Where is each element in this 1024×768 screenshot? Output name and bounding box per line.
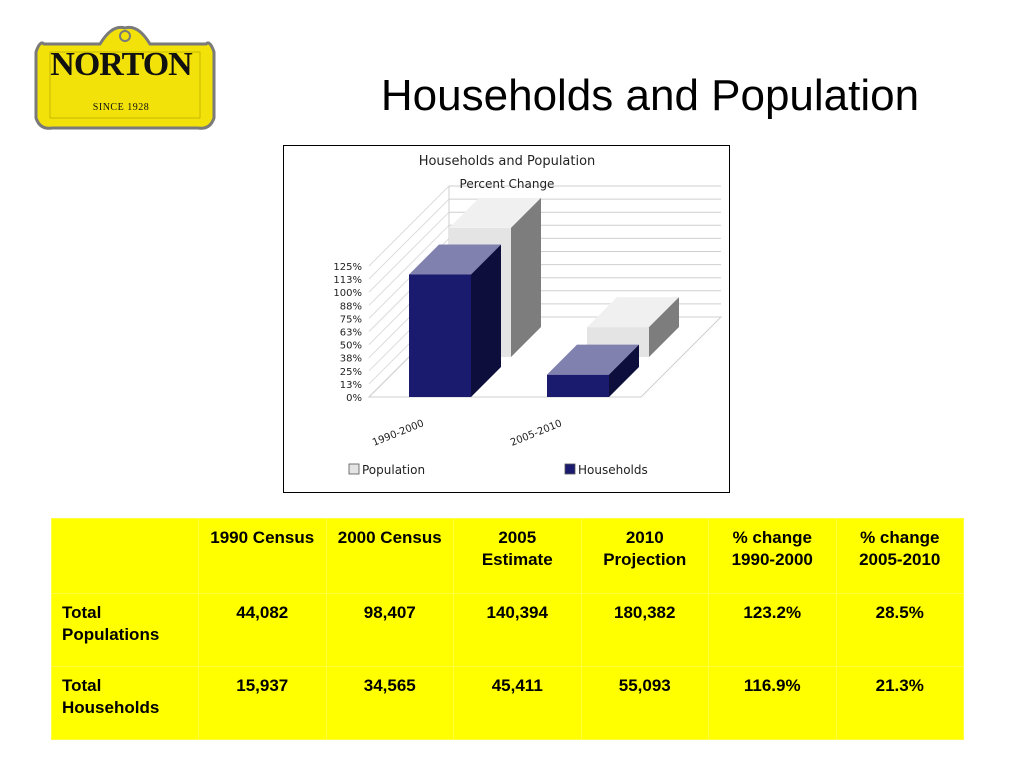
- bar-top: [547, 344, 639, 375]
- y-axis-ticks: 125% 113% 100% 88% 75% 63% 50% 38% 25% 13% 0%: [333, 262, 362, 404]
- chart-legend: Population Households: [348, 463, 648, 477]
- bar-households: [547, 344, 639, 397]
- bar-front: [547, 374, 609, 397]
- y-tick-label: 63%: [340, 328, 362, 339]
- bar-top: [449, 197, 541, 228]
- logo-wordmark: NORTON: [50, 46, 192, 83]
- table-row: Total Populations 44,082 98,407 140,394 180,…: [51, 593, 964, 667]
- bar-top: [587, 297, 679, 328]
- table-column-header: % change 1990-2000: [708, 518, 837, 594]
- table-column-header: 2000 Census: [325, 518, 454, 594]
- y-tick-label: 0%: [346, 393, 362, 404]
- y-tick-label: 125%: [333, 262, 362, 273]
- chart-panel: 125% 113% 100% 88% 75% 63% 50% 38% 25% 13% 0% 1990…: [283, 145, 730, 493]
- table-cell: 140,394: [453, 593, 582, 667]
- y-tick-label: 13%: [340, 380, 362, 391]
- chart-title: Households and Population: [419, 154, 596, 169]
- y-tick-label: 25%: [340, 367, 362, 378]
- table-cell: 98,407: [325, 593, 454, 667]
- table-cell: 116.9%: [708, 666, 837, 740]
- logo-tagline: SINCE 1928: [92, 102, 150, 113]
- table-corner-cell: [51, 518, 199, 594]
- bar-side: [609, 344, 639, 397]
- bar-households: [409, 244, 501, 397]
- legend-swatch: [348, 463, 360, 475]
- table-column-header: % change 2005-2010: [835, 518, 964, 594]
- bar-front: [409, 274, 471, 397]
- table-row: Total Households 15,937 34,565 45,411 55,093…: [51, 666, 964, 740]
- y-tick-label: 50%: [340, 341, 362, 352]
- chart-subtitle: Percent Change: [460, 177, 555, 191]
- y-tick-label: 88%: [340, 301, 362, 312]
- table-cell: 28.5%: [835, 593, 964, 667]
- x-axis-labels: 1990-2000 2005-2010: [371, 418, 564, 449]
- legend-label: Population: [362, 463, 425, 477]
- y-tick-label: 113%: [333, 275, 362, 286]
- gridline-side: [368, 185, 450, 267]
- legend-swatch: [564, 463, 576, 475]
- y-tick-label: 38%: [340, 354, 362, 365]
- table-header-row: 1990 Census 2000 Census 2005 Estimate 2010 …: [51, 518, 964, 594]
- table-cell: 123.2%: [708, 593, 837, 667]
- bar-top: [409, 244, 501, 275]
- table-cell: 34,565: [325, 666, 454, 740]
- bar-side: [649, 297, 679, 357]
- table-column-header: 2010 Projection: [580, 518, 709, 594]
- page-title: Households and Population: [380, 71, 920, 120]
- y-tick-label: 100%: [333, 288, 362, 299]
- chart-bars: [409, 197, 679, 397]
- table-cell: 180,382: [580, 593, 709, 667]
- bar-side: [471, 244, 501, 397]
- table-cell: 21.3%: [835, 666, 964, 740]
- bar-chart: 125% 113% 100% 88% 75% 63% 50% 38% 25% 13% 0% 1990…: [333, 154, 723, 477]
- gridline-side: [368, 198, 450, 280]
- table-cell: 15,937: [198, 666, 327, 740]
- data-table: 1990 Census 2000 Census 2005 Estimate 2010 …: [51, 518, 964, 740]
- table-cell: 55,093: [580, 666, 709, 740]
- table-column-header: 1990 Census: [198, 518, 327, 594]
- table-row-label: Total Households: [51, 666, 199, 740]
- table-column-header: 2005 Estimate: [453, 518, 582, 594]
- y-tick-label: 75%: [340, 314, 362, 325]
- table-cell: 44,082: [198, 593, 327, 667]
- logo-emblem-shape: [34, 25, 216, 130]
- table-row-label: Total Populations: [51, 593, 199, 667]
- legend-label: Households: [578, 463, 648, 477]
- gridline-side: [368, 224, 450, 306]
- gridline-side: [368, 211, 450, 293]
- bar-side: [511, 197, 541, 357]
- table-cell: 45,411: [453, 666, 582, 740]
- x-tick-label: 1990-2000: [371, 418, 426, 449]
- norton-logo: [34, 25, 216, 130]
- x-tick-label: 2005-2010: [509, 418, 564, 449]
